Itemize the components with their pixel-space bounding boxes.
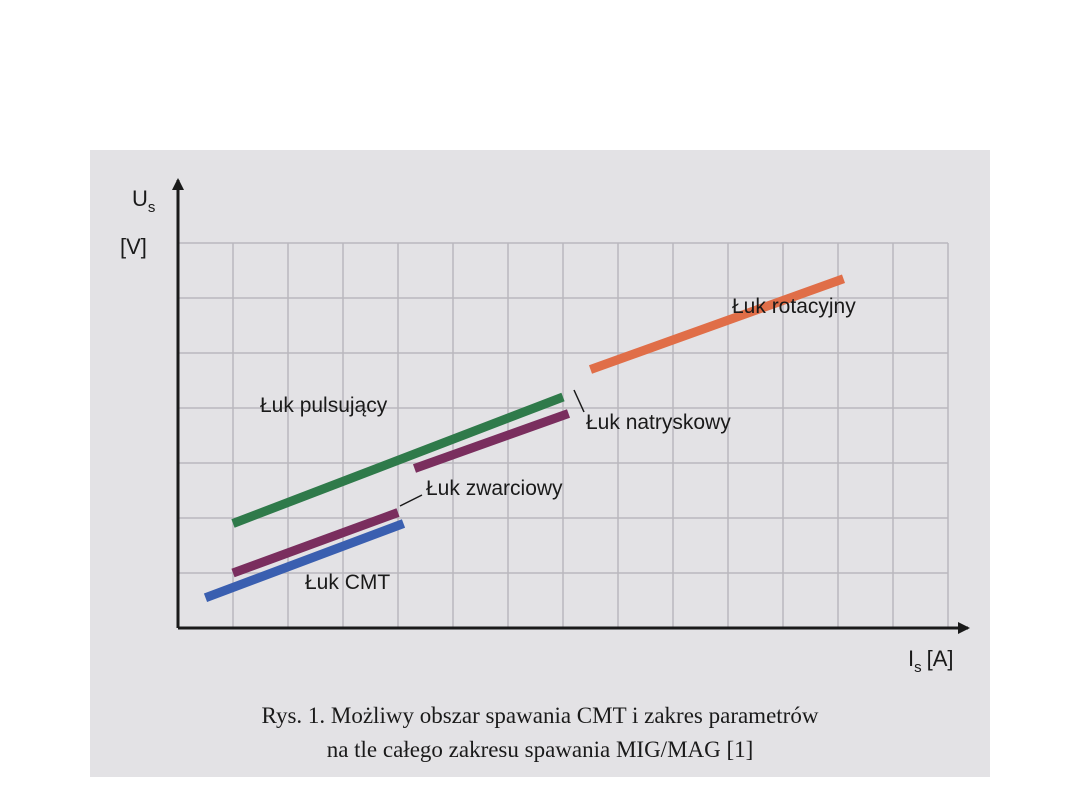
y-axis-label: Us [132,186,155,216]
caption-line-1: Rys. 1. Możliwy obszar spawania CMT i za… [261,703,819,728]
series-line-0 [203,519,406,602]
figure-panel: Us [V] Is [A] Łuk CMT Łuk zwarciowy Łuk p… [90,150,990,777]
series-line-1 [231,508,400,578]
caption-line-2: na tle całego zakresu spawania MIG/MAG [… [326,737,754,762]
x-axis-label: Is [A] [908,646,954,676]
series-label-zwarciowy: Łuk zwarciowy [426,477,563,500]
series-label-natryskowy: Łuk natryskowy [586,411,731,434]
series-layer [203,274,846,602]
y-axis-unit: [V] [120,234,147,259]
series-line-3 [412,409,571,473]
series-label-cmt: Łuk CMT [305,571,390,594]
series-line-4 [588,274,846,374]
leader-line-natryskowy [573,389,585,413]
series-label-pulsujacy: Łuk pulsujący [260,394,388,417]
grid [178,242,949,628]
series-label-rotacyjny: Łuk rotacyjny [732,295,856,318]
series-line-2 [231,392,565,528]
chart: Us [V] Is [A] Łuk CMT Łuk zwarciowy Łuk p… [120,178,970,676]
leader-line-zwarciowy [399,494,423,507]
